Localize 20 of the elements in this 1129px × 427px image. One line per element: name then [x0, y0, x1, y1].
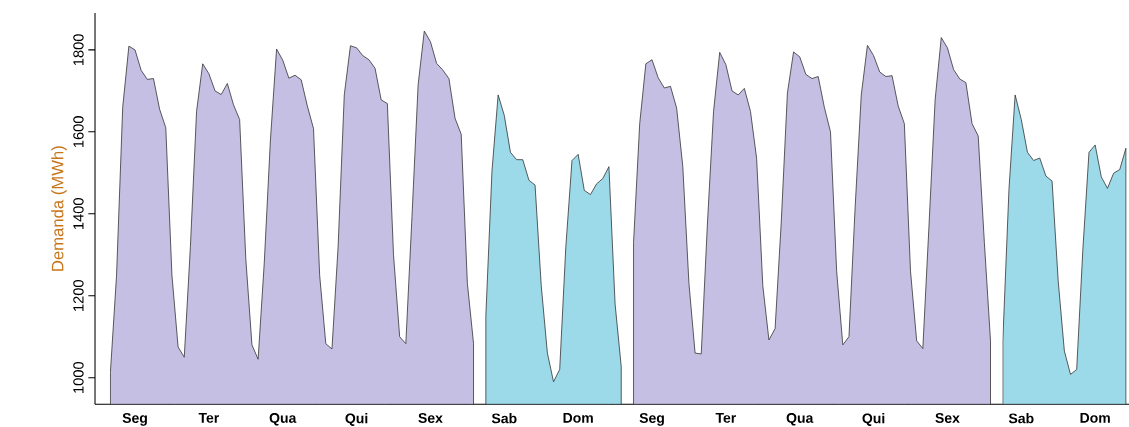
- y-tick-label: 1800: [73, 34, 84, 66]
- x-tick-label: Dom: [563, 413, 593, 423]
- y-axis-title: Demanda (MWh): [51, 146, 67, 271]
- y-tick-label: 1200: [73, 280, 84, 311]
- y-tick-label: 1400: [73, 198, 84, 229]
- x-tick-label: Seg: [122, 413, 147, 426]
- x-tick-label: Qui: [862, 413, 885, 426]
- x-tick-label: Qua: [786, 413, 814, 426]
- x-tick-label: Ter: [198, 413, 220, 423]
- x-tick-label: Dom: [1080, 413, 1110, 423]
- x-tick-label: Qua: [269, 413, 297, 426]
- x-tick-label: Sab: [491, 413, 517, 424]
- x-tick-label: Sex: [935, 413, 960, 423]
- x-tick-label: Qui: [345, 413, 368, 426]
- y-tick-label: 1000: [73, 361, 84, 393]
- x-tick-label: Sex: [418, 413, 443, 423]
- x-tick-label: Ter: [715, 413, 737, 423]
- x-tick-label: Sab: [1008, 413, 1034, 424]
- y-tick-label: 1600: [73, 116, 84, 148]
- x-tick-label: Seg: [639, 413, 664, 426]
